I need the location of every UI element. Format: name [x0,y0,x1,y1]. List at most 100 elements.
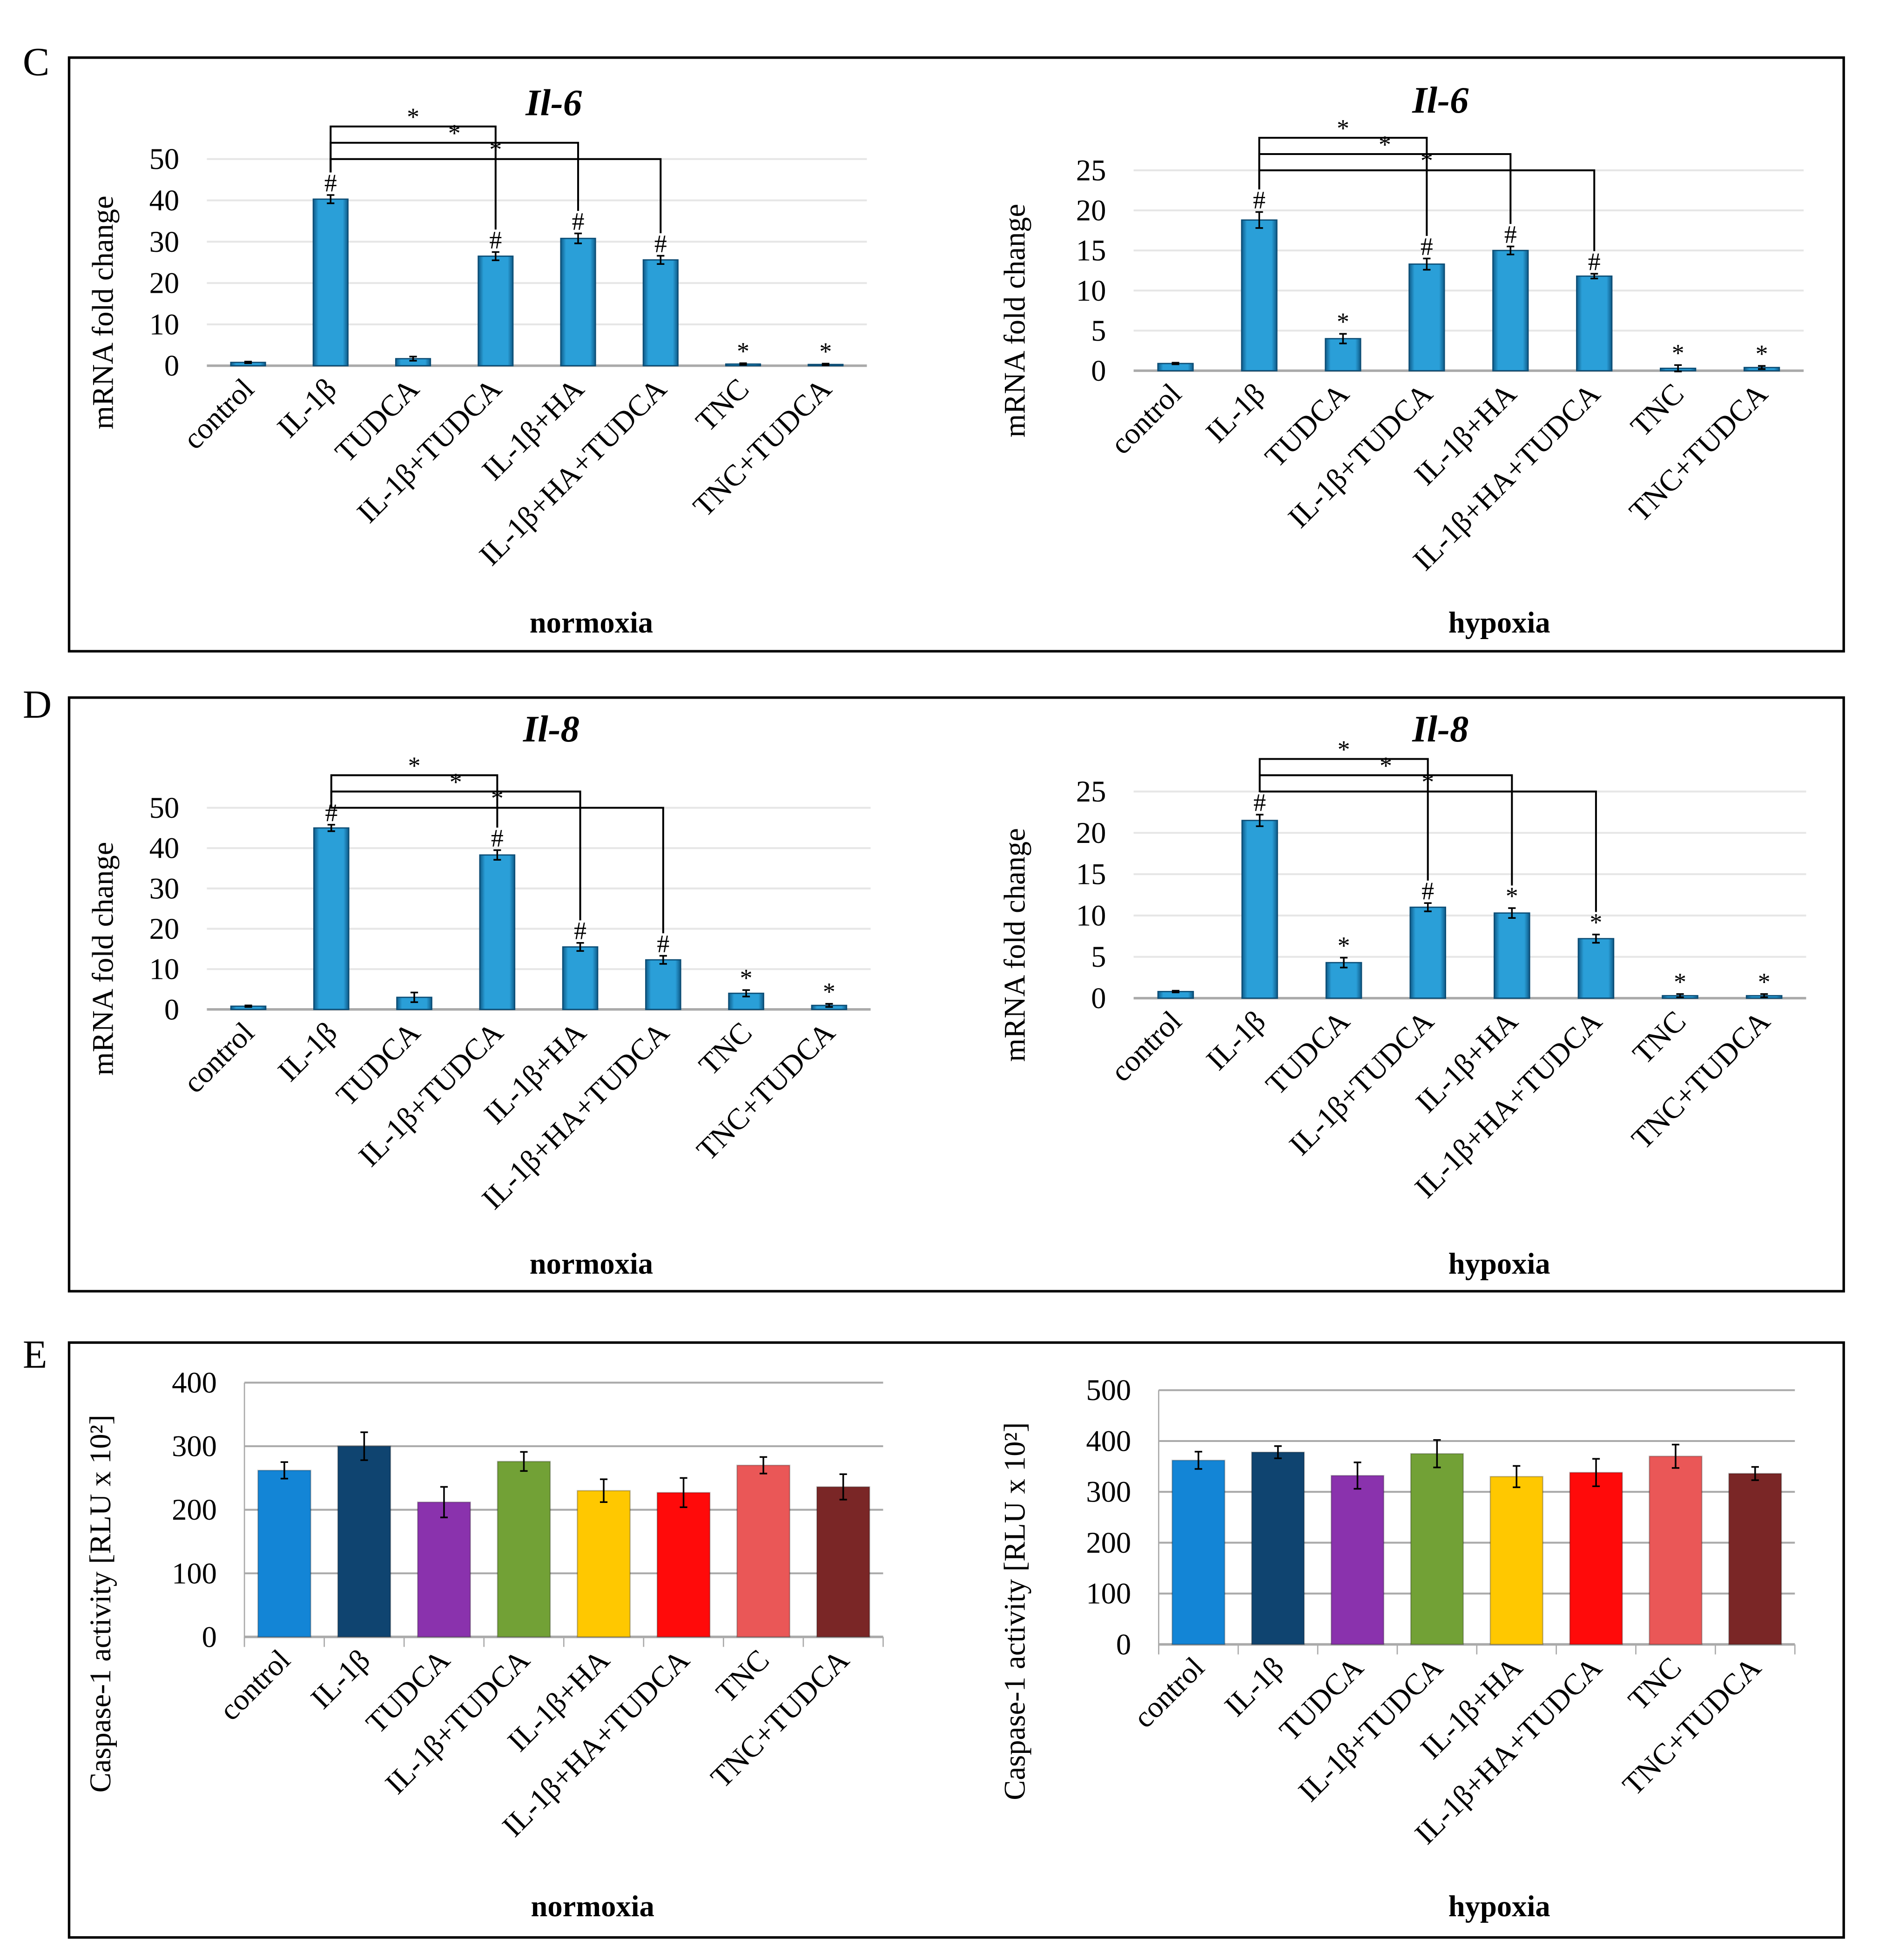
bar-IL-1β [1251,1451,1305,1645]
bar-IL-1β+TUDCA [479,854,516,1010]
significance-marker: # [1421,877,1434,905]
x-category-label: control [213,1643,296,1727]
significance-marker: # [574,917,586,945]
significance-marker: # [1253,788,1266,816]
significance-marker: # [1253,186,1266,214]
significance-bracket [330,790,581,921]
bar-IL-1β+TUDCA [1409,906,1446,999]
significance-marker: # [657,929,669,957]
y-tick-label: 5 [1091,314,1106,347]
bar-IL-1β+HA [1489,1476,1543,1645]
bar-IL-1β+HA+TUDCA [1577,938,1615,999]
x-category-label: IL-1β [271,1016,343,1088]
chart-title: Il-8 [523,708,579,750]
x-category-label: control [1104,1004,1188,1088]
bar-IL-1β+TUDCA [1410,1453,1464,1645]
bar-IL-1β+HA [1492,249,1529,371]
bar-IL-1β [1241,219,1278,371]
x-category-label: TNC [692,1016,758,1082]
y-tick-label: 25 [1076,153,1106,187]
bracket-star: * [1421,147,1433,175]
significance-marker: * [1589,909,1602,936]
bracket-star: * [450,768,462,796]
bar-IL-1β+TUDCA [1408,263,1445,371]
y-tick-label: 0 [1091,354,1106,387]
bar-IL-1β+HA [577,1490,631,1638]
y-tick-label: 10 [1076,898,1106,932]
chart-d-normoxia: 01020304050control#IL-1βTUDCA#IL-1β+TUDC… [86,708,871,1280]
bracket-star: * [407,103,419,131]
chart-title: Il-6 [525,82,582,124]
y-tick-label: 500 [1086,1373,1131,1407]
y-axis-label: mRNA fold change [86,195,120,429]
significance-marker: * [819,337,832,365]
y-tick-label: 100 [172,1556,217,1590]
x-category-label: TNC [1626,1004,1692,1070]
bracket-star: * [489,135,502,163]
y-tick-label: 200 [1086,1526,1131,1559]
bar-TNC+TUDCA [816,1486,870,1638]
x-category-label: IL-1β [1199,377,1271,449]
x-category-label: IL-1β+TUDCA [352,1015,510,1173]
condition-label: hypoxia [1448,606,1550,639]
y-tick-label: 10 [149,952,180,986]
bracket-star: * [1379,130,1391,158]
bar-IL-1β [313,827,350,1010]
panel-label-c: C [23,39,49,84]
y-tick-label: 0 [1091,981,1106,1015]
x-category-label: TNC [689,371,755,438]
y-tick-label: 20 [149,266,180,300]
significance-marker: * [1337,308,1349,336]
y-axis-label: mRNA fold change [997,828,1031,1062]
x-category-label: TNC [1624,377,1690,443]
chart-d-hypoxia: 0510152025control#IL-1β*TUDCA#IL-1β+TUDC… [997,708,1806,1280]
x-category-label: IL-1β [1218,1650,1290,1723]
bar-IL-1β+HA+TUDCA [642,259,679,367]
bracket-star: * [491,784,504,812]
chart-title: Il-8 [1412,708,1468,750]
y-axis-label: mRNA fold change [86,842,120,1076]
y-tick-label: 0 [1116,1627,1131,1661]
bracket-star: * [1338,735,1350,763]
significance-bracket [1258,153,1512,224]
significance-marker: # [489,226,502,254]
y-tick-label: 0 [164,992,179,1026]
significance-bracket [1258,136,1428,236]
y-tick-label: 15 [1076,234,1106,267]
panel-e-frame [67,1341,1845,1939]
y-tick-label: 5 [1091,940,1106,973]
y-axis-label: mRNA fold change [997,204,1031,438]
bracket-star: * [408,752,421,780]
bar-IL-1β+HA [1494,912,1530,999]
bar-control [1172,1460,1226,1645]
significance-marker: # [1588,248,1601,276]
condition-label: hypoxia [1448,1246,1550,1280]
bracket-star: * [1337,114,1349,142]
bar-IL-1β+HA+TUDCA [656,1492,711,1638]
condition-label: normoxia [531,1889,654,1923]
bar-IL-1β+HA [562,946,599,1010]
bar-TUDCA [417,1501,471,1638]
bar-TNC [736,1464,791,1638]
x-category-label: IL-1β+TUDCA [378,1643,536,1800]
significance-marker: * [823,978,835,1006]
significance-marker: * [1674,968,1686,996]
bar-IL-1β+TUDCA [478,256,514,367]
significance-bracket [330,141,579,211]
chart-c-hypoxia: 0510152025control#IL-1β*TUDCA#IL-1β+TUDC… [997,80,1804,639]
y-tick-label: 400 [1086,1424,1131,1457]
y-axis-label: Caspase-1 activity [RLU x 10²] [997,1422,1031,1800]
significance-bracket [1258,169,1596,251]
y-tick-label: 0 [202,1620,217,1653]
x-category-label: IL-1β [270,371,343,444]
condition-label: hypoxia [1448,1889,1550,1923]
y-tick-label: 20 [1076,194,1106,227]
significance-marker: * [1756,340,1768,368]
bar-IL-1β [1241,820,1278,999]
bar-TNC+TUDCA [1728,1473,1782,1645]
significance-marker: * [1758,968,1771,996]
panel-label-d: D [23,682,52,727]
